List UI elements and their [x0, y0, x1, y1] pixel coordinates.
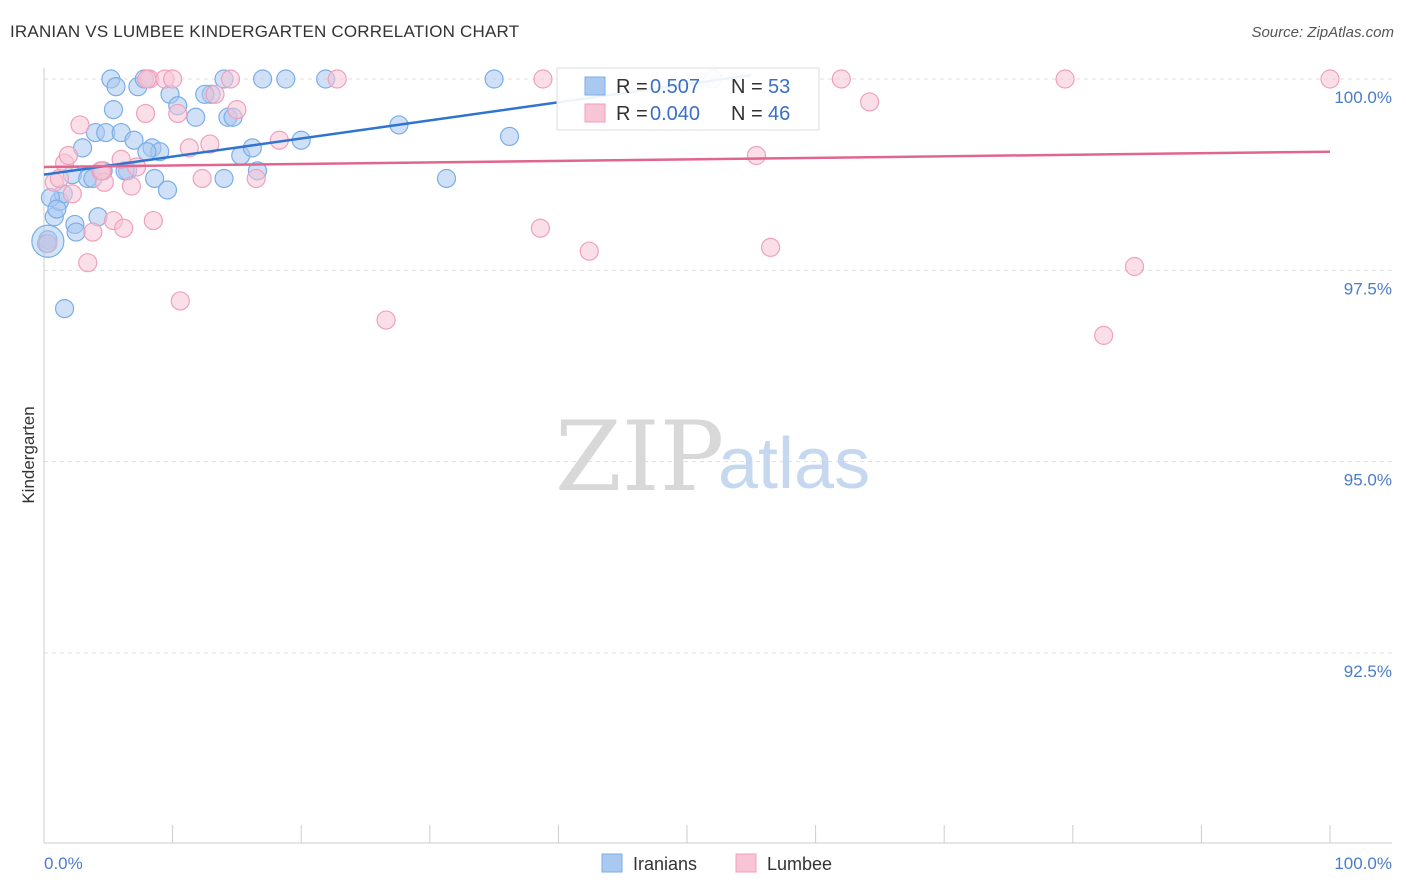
iranians-point: [499, 126, 520, 146]
iranians-point: [157, 180, 178, 200]
iranians-point: [144, 168, 165, 189]
legend-n-label: N =: [731, 76, 763, 98]
iranians-point: [124, 130, 144, 150]
lumbee-point: [760, 237, 781, 257]
iranians-point: [436, 168, 457, 189]
lumbee-trend-line: [43, 150, 1331, 169]
lumbee-point: [533, 69, 553, 89]
iranians-point: [103, 100, 124, 120]
x-tick-label: 100.0%: [1334, 854, 1392, 873]
lumbee-point: [1124, 256, 1145, 277]
iranians-point: [66, 222, 86, 242]
x-tick-labels: 0.0% 100.0%: [44, 854, 1392, 873]
lumbee-point: [78, 253, 98, 273]
legend-r-value: 0.507: [650, 76, 700, 98]
lumbee-point: [246, 168, 266, 189]
series-legend-swatch: [735, 853, 757, 873]
legend-n-value: 46: [768, 103, 790, 125]
legend-r-label: R =: [616, 103, 648, 125]
iranians-point: [31, 224, 65, 258]
iranians-point: [214, 168, 234, 189]
lumbee-point: [1055, 69, 1075, 89]
y-tick-label: 95.0%: [1344, 471, 1392, 490]
lumbee-point: [58, 145, 79, 166]
watermark-atlas: atlas: [718, 424, 870, 504]
stats-legend: R = 0.507 N = 53 R = 0.040 N = 46: [556, 67, 820, 131]
chart-title: IRANIAN VS LUMBEE KINDERGARTEN CORRELATI…: [10, 22, 520, 41]
lumbee-point: [70, 115, 90, 135]
lumbee-point: [114, 218, 134, 238]
lumbee-point: [170, 291, 190, 311]
lumbee-point: [327, 69, 347, 89]
lumbee-point: [746, 145, 767, 166]
lumbee-point: [831, 69, 851, 89]
legend-n-label: N =: [731, 103, 763, 125]
lumbee-point: [135, 103, 156, 124]
legend-swatch: [584, 103, 606, 123]
series-legend-label: Iranians: [633, 854, 697, 874]
watermark-zip: ZIP: [555, 401, 724, 513]
lumbee-point: [62, 184, 82, 204]
iranians-point: [137, 142, 157, 162]
lumbee-point: [83, 222, 103, 242]
y-axis-label: Kindergarten: [19, 406, 38, 503]
legend-r-label: R =: [616, 76, 648, 98]
lumbee-point: [579, 241, 599, 261]
iranians-point: [484, 69, 504, 89]
iranians-point: [242, 138, 262, 158]
legend-n-value: 53: [768, 76, 790, 98]
legend-swatch: [584, 76, 606, 96]
x-tick-label: 0.0%: [44, 854, 83, 873]
lumbee-point: [860, 92, 880, 112]
lumbee-point: [227, 100, 247, 120]
lumbee-point: [192, 168, 212, 189]
lumbee-point: [1320, 69, 1340, 89]
iranians-point: [106, 77, 126, 97]
iranians-point: [54, 299, 75, 319]
lumbee-point: [376, 310, 396, 330]
lumbee-point: [143, 210, 163, 231]
series-legend-label: Lumbee: [767, 854, 832, 874]
lumbee-point: [137, 69, 157, 89]
iranians-point: [186, 107, 206, 127]
lumbee-point: [205, 84, 225, 104]
y-tick-label: 100.0%: [1334, 88, 1392, 107]
lumbee-point: [530, 218, 550, 238]
source-credit: Source: ZipAtlas.com: [1251, 24, 1394, 41]
y-tick-label: 97.5%: [1344, 279, 1392, 298]
legend-r-value: 0.040: [650, 103, 700, 125]
series-legend: Iranians Lumbee: [601, 853, 832, 874]
y-tick-label: 92.5%: [1344, 662, 1392, 681]
lumbee-point: [200, 134, 220, 154]
axes: [43, 68, 1392, 844]
lumbee-point: [220, 69, 241, 89]
iranians-point: [253, 69, 273, 89]
series-legend-swatch: [601, 853, 623, 873]
lumbee-point: [168, 103, 188, 124]
iranians-point: [47, 199, 67, 219]
lumbee-point: [1094, 325, 1114, 345]
watermark: ZIP atlas: [555, 401, 870, 513]
y-tick-labels: 100.0% 97.5% 95.0% 92.5%: [1334, 88, 1392, 681]
lumbee-point: [121, 176, 142, 196]
iranians-point: [276, 69, 296, 89]
lumbee-point: [163, 69, 183, 89]
